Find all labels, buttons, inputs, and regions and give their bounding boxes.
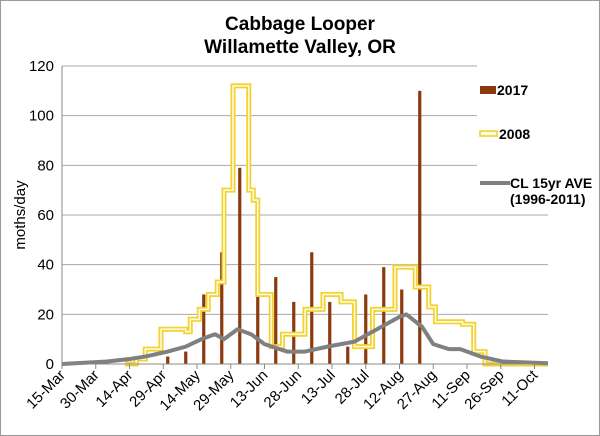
line-15yr-average xyxy=(61,312,549,366)
chart-title-line2: Willamette Valley, OR xyxy=(204,37,396,58)
y-tick-label: 20 xyxy=(37,306,54,323)
x-tick-label: 28-Jun xyxy=(261,367,305,411)
legend-label-average: CL 15yr AVE xyxy=(510,175,592,191)
line-2008-inner xyxy=(125,85,548,365)
y-tick-label: 120 xyxy=(29,58,54,75)
x-tick-label: 14-Apr xyxy=(92,367,136,411)
y-axis-label: moths/day xyxy=(12,180,29,250)
line-2008-outer xyxy=(125,83,548,367)
bar-2017 xyxy=(364,294,368,364)
x-tick-label: 30-Mar xyxy=(57,367,103,413)
chart-title-line1: Cabbage Looper xyxy=(225,14,376,35)
x-tick-label: 13-Jul xyxy=(298,367,339,408)
bar-2017 xyxy=(382,267,386,364)
y-tick-label: 0 xyxy=(46,356,54,373)
bar-2017 xyxy=(184,351,188,364)
bar-2017 xyxy=(328,301,332,364)
bar-2017 xyxy=(220,252,224,364)
bar-2017 xyxy=(274,277,278,364)
y-tick-label: 40 xyxy=(37,257,54,274)
bar-2017 xyxy=(166,356,170,364)
legend-swatch-2017 xyxy=(480,86,496,94)
y-tick-label: 80 xyxy=(37,157,54,174)
y-tick-label: 60 xyxy=(37,207,54,224)
legend-swatch-2008 xyxy=(479,130,498,137)
bar-2017 xyxy=(238,167,242,364)
legend-label-average-years: (1996-2011) xyxy=(510,191,586,207)
bar-2017 xyxy=(346,346,350,364)
bar-2017 xyxy=(202,294,206,364)
bar-2017 xyxy=(400,289,404,364)
y-tick-label: 100 xyxy=(29,108,54,125)
bar-2017 xyxy=(418,90,422,364)
legend-label-2008: 2008 xyxy=(499,126,530,142)
x-tick-label: 11-Oct xyxy=(498,366,542,410)
legend-label-2017: 2017 xyxy=(497,82,528,98)
